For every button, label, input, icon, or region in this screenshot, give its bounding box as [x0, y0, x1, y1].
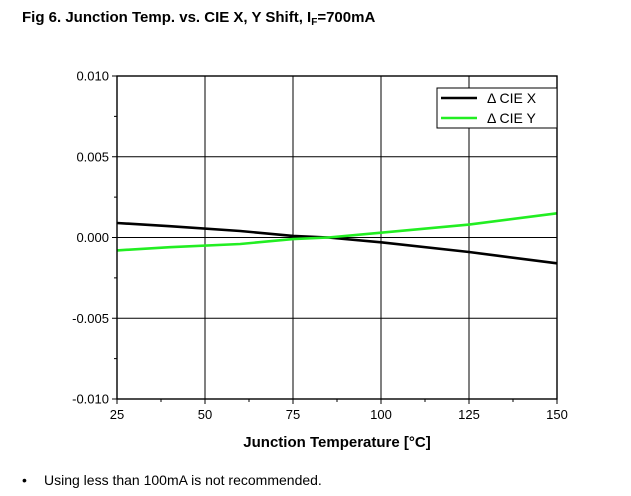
series-line-cie-y — [116, 212, 558, 252]
bullet-glyph: • — [22, 472, 27, 488]
x-tick-label: 75 — [286, 407, 300, 422]
legend-label: Δ CIE Y — [487, 110, 536, 126]
x-tick-label: 125 — [458, 407, 480, 422]
y-tick-label: 0.000 — [76, 230, 109, 245]
series-line-cie-x — [116, 221, 558, 265]
legend-label: Δ CIE X — [487, 90, 537, 106]
y-tick-label: 0.005 — [76, 149, 109, 164]
y-tick-label: -0.010 — [72, 392, 109, 407]
legend-box — [436, 87, 558, 129]
title-subscript: F — [311, 17, 318, 28]
x-tick-label: 100 — [370, 407, 392, 422]
footnote: • Using less than 100mA is not recommende… — [22, 472, 322, 488]
footnote-text: Using less than 100mA is not recommended… — [44, 472, 322, 488]
x-axis-label: Junction Temperature [°C] — [243, 434, 430, 451]
chart-title: Fig 6. Junction Temp. vs. CIE X, Y Shift… — [22, 9, 375, 28]
y-tick-label: 0.010 — [76, 69, 109, 84]
x-tick-label: 25 — [110, 407, 124, 422]
chart: 25 50 75 100 125 150 -0.010 -0.005 0.000 0.005 0.0… — [72, 69, 568, 452]
y-tick-label: -0.005 — [72, 311, 109, 326]
title-prefix: Fig 6. Junction Temp. vs. CIE X, Y Shift… — [22, 9, 312, 26]
x-tick-label: 50 — [198, 407, 212, 422]
x-tick-label: 150 — [546, 407, 568, 422]
title-suffix: =700mA — [317, 9, 376, 26]
